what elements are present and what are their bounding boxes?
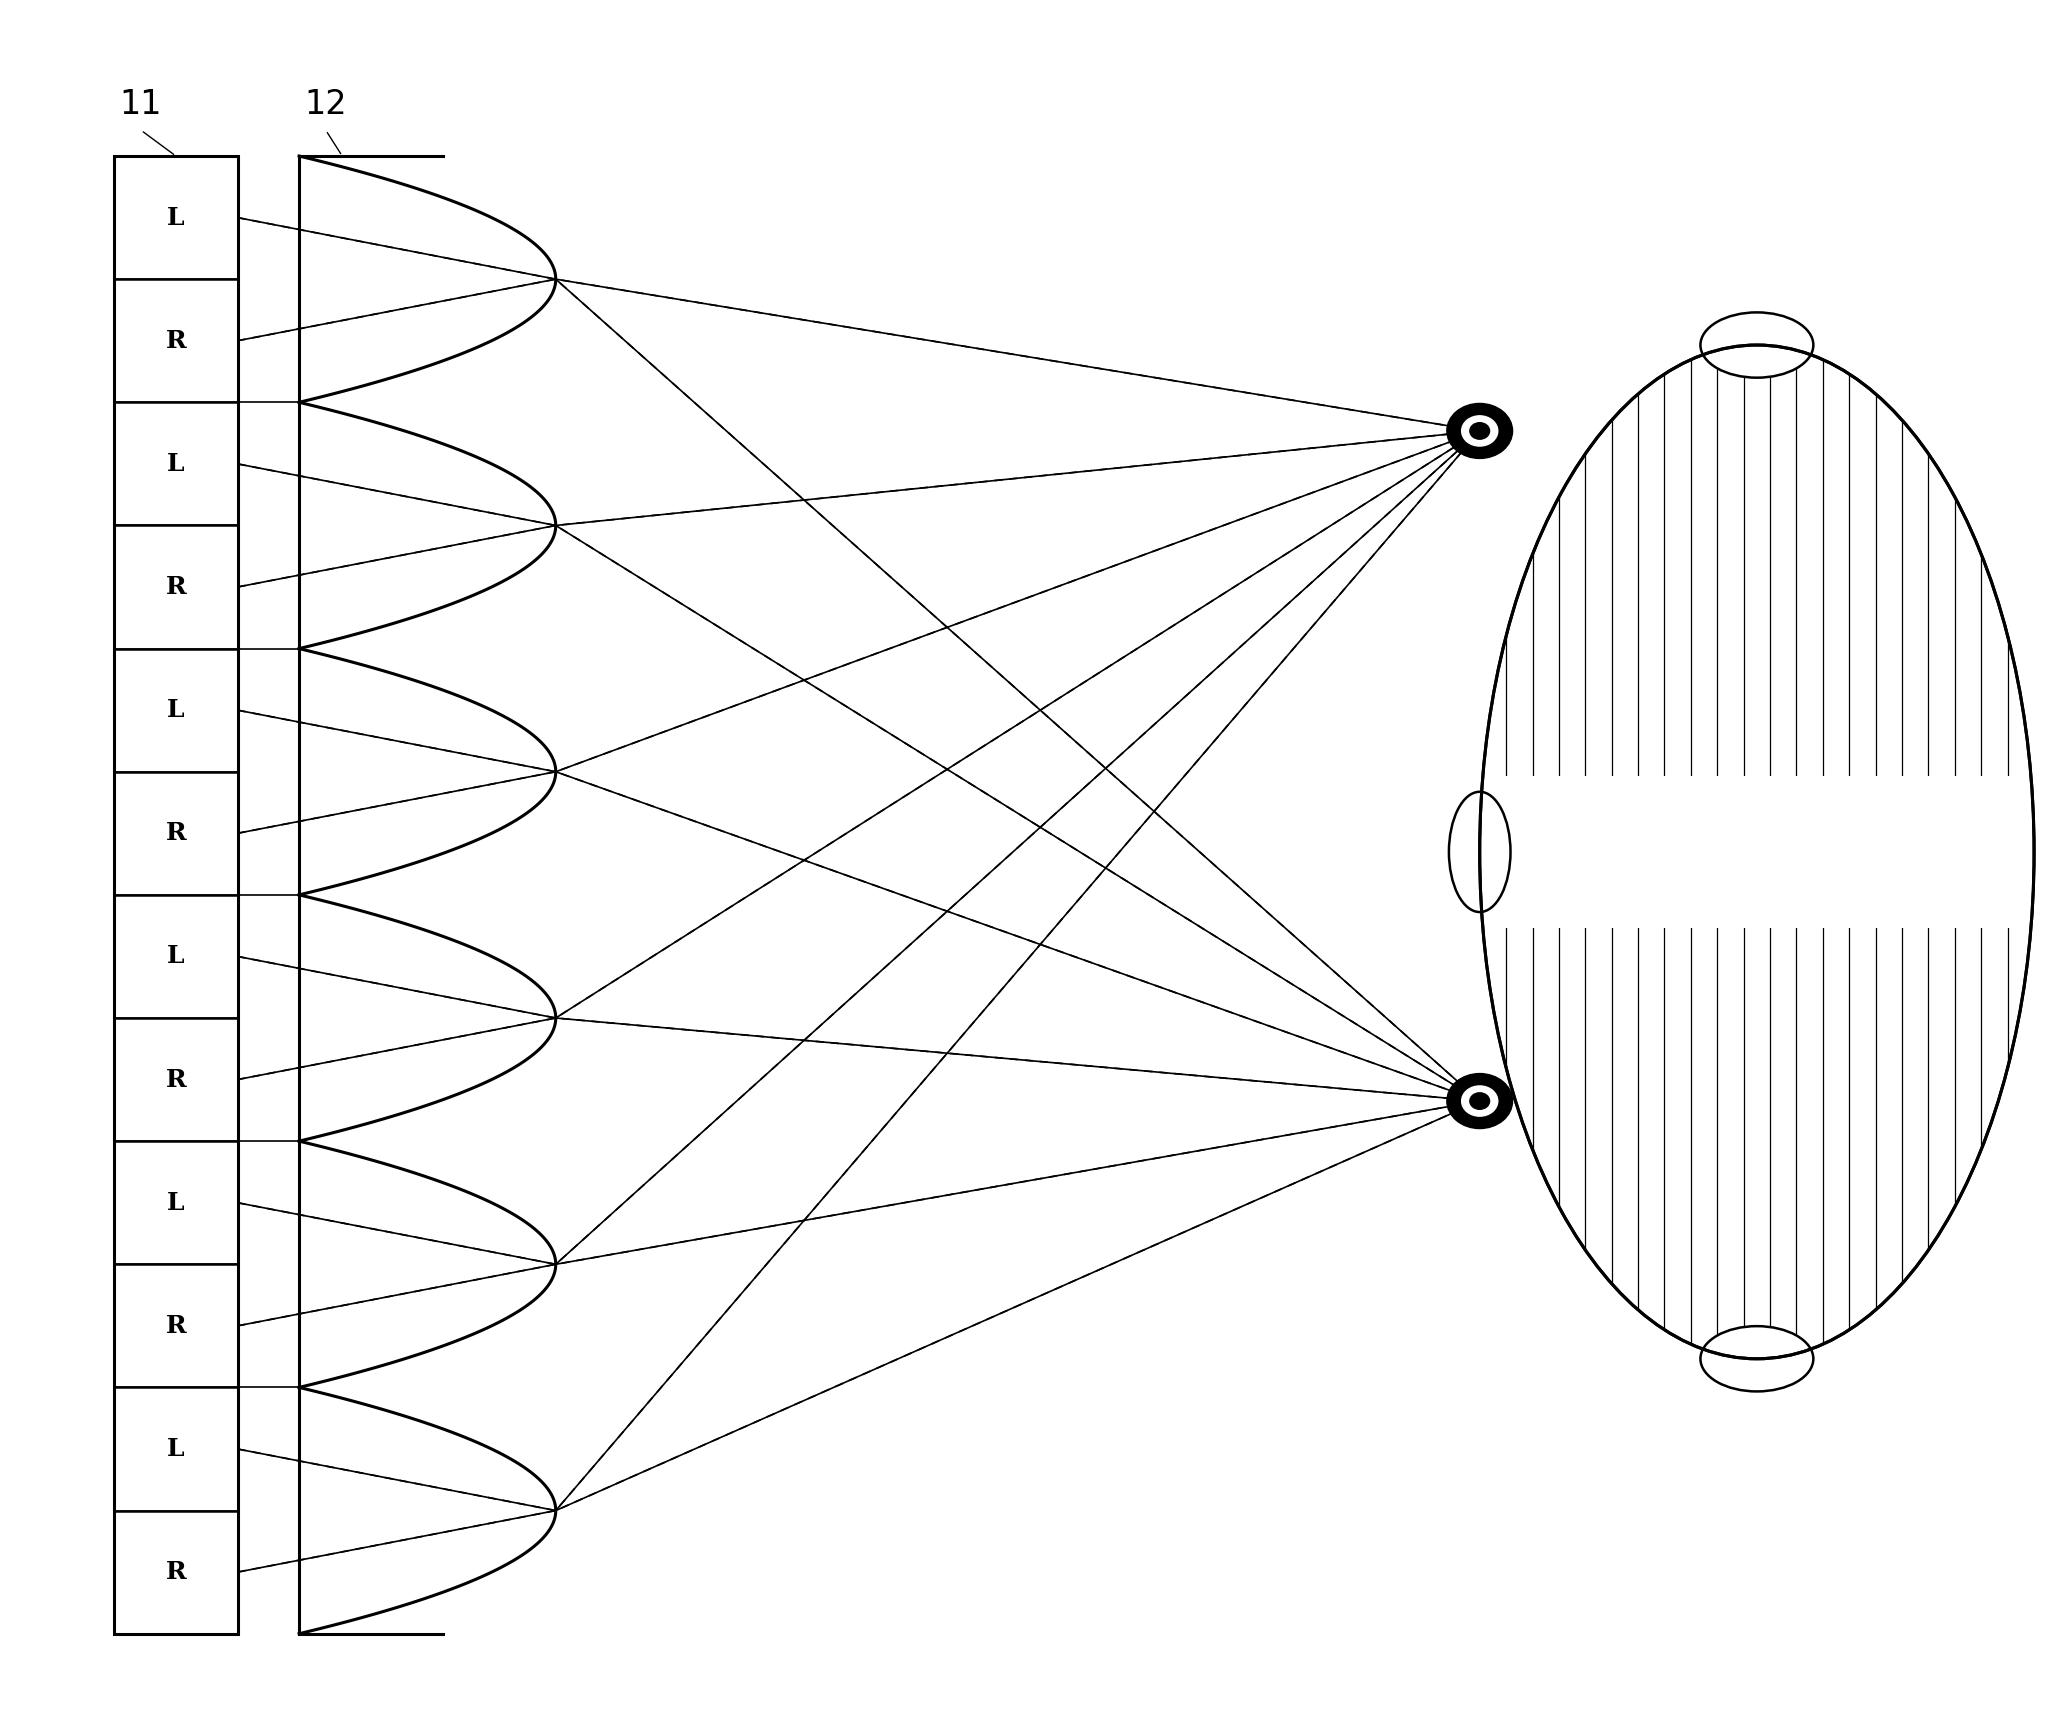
Bar [115, 895, 238, 1019]
Text: L: L [167, 205, 185, 229]
Text: R: R [167, 1067, 187, 1091]
Bar [115, 1141, 238, 1265]
Text: R: R [167, 1561, 187, 1583]
Bar [115, 403, 238, 525]
Circle shape [1462, 416, 1497, 446]
Ellipse shape [1480, 344, 2033, 1360]
Bar [1480, 776, 2033, 928]
Circle shape [1470, 1093, 1489, 1110]
Bar [115, 157, 238, 1633]
Ellipse shape [1449, 792, 1511, 912]
Bar [115, 1511, 238, 1633]
Text: R: R [167, 821, 187, 845]
Bar [115, 649, 238, 771]
Bar [115, 279, 238, 403]
Circle shape [1470, 423, 1489, 439]
Ellipse shape [1700, 1327, 1813, 1392]
Bar [115, 1265, 238, 1387]
Bar [115, 1387, 238, 1511]
Bar [115, 157, 238, 279]
Circle shape [1447, 403, 1513, 458]
Text: L: L [167, 699, 185, 723]
Circle shape [1447, 1074, 1513, 1129]
Text: 11: 11 [119, 88, 162, 120]
Text: R: R [167, 329, 187, 353]
Text: L: L [167, 1191, 185, 1215]
Text: R: R [167, 1313, 187, 1337]
Ellipse shape [1700, 313, 1813, 377]
Text: R: R [167, 575, 187, 599]
Text: 12: 12 [304, 88, 347, 120]
Bar [115, 771, 238, 895]
Text: L: L [167, 453, 185, 477]
Text: L: L [167, 945, 185, 969]
Circle shape [1462, 1086, 1497, 1117]
Text: L: L [167, 1437, 185, 1461]
Bar [115, 1019, 238, 1141]
Bar [115, 525, 238, 649]
